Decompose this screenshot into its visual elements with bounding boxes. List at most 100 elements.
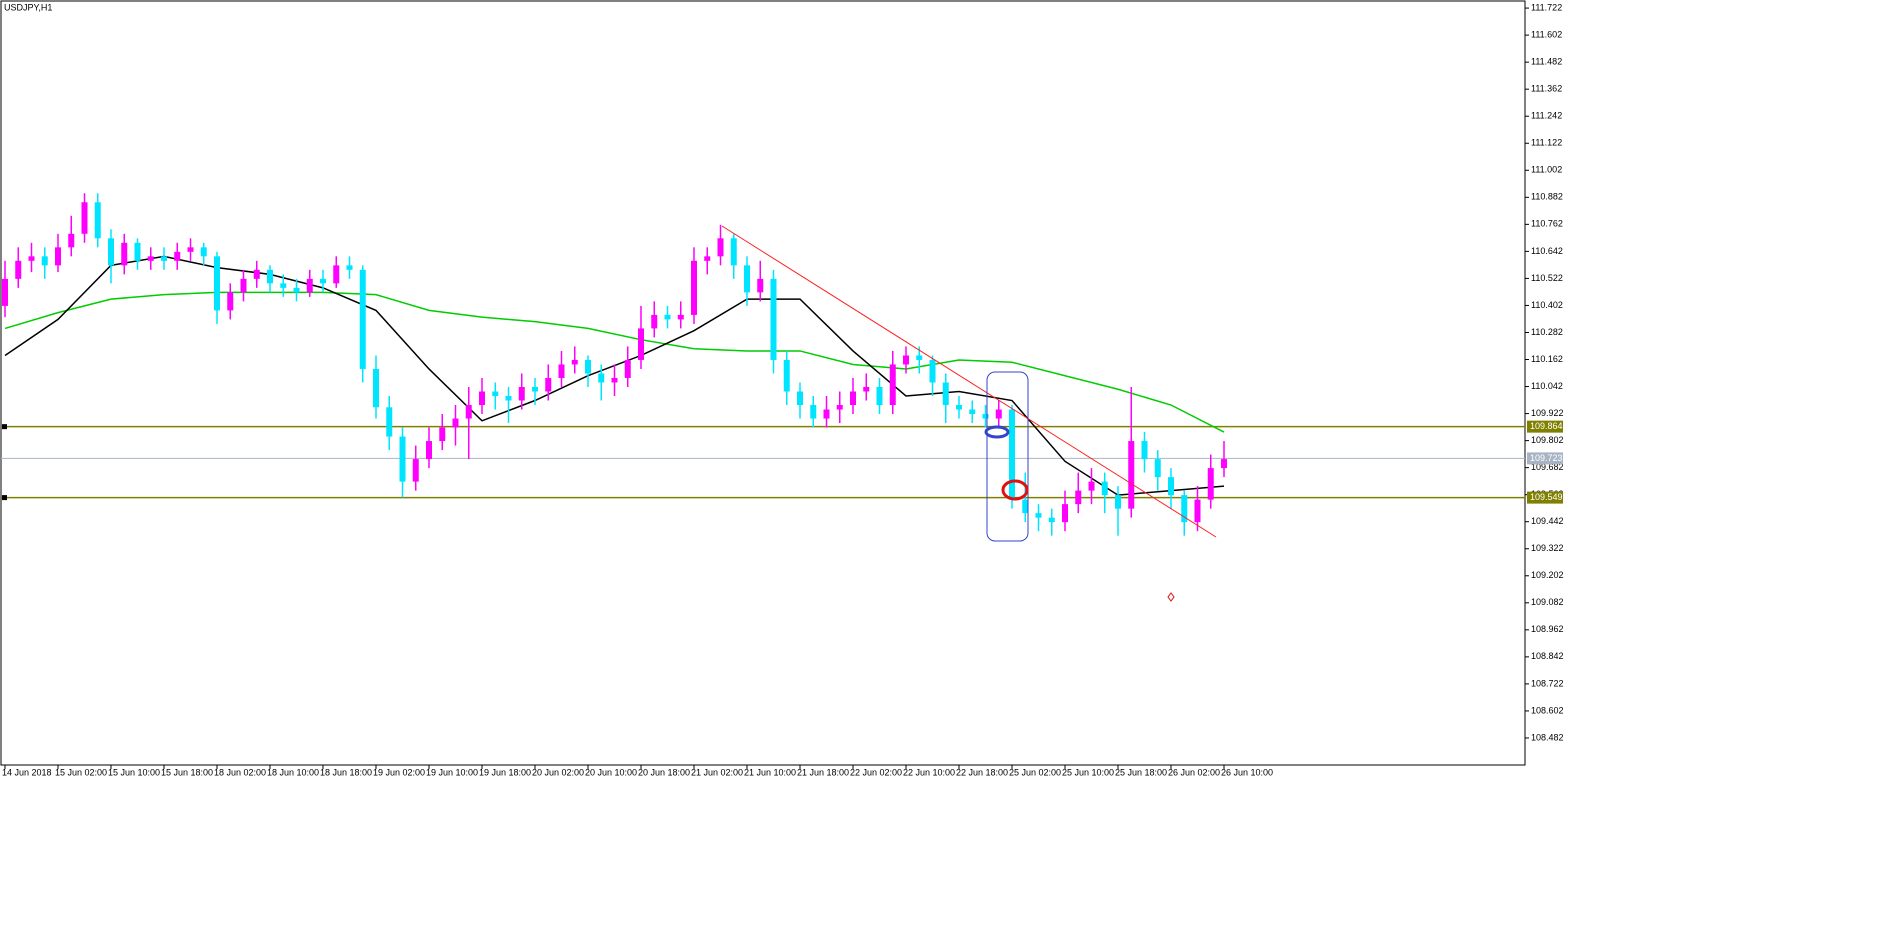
candle-body: [1181, 495, 1188, 523]
candle-body: [28, 256, 35, 261]
y-tick-label: 111.482: [1531, 57, 1562, 67]
candle-body: [452, 418, 459, 428]
x-tick-label: 20 Jun 02:00: [532, 767, 584, 777]
candle-body: [346, 265, 353, 270]
candle-body: [1062, 504, 1068, 523]
price-label-box: [1527, 420, 1563, 433]
candle-body: [147, 256, 154, 261]
x-tick-label: 18 Jun 18:00: [320, 767, 372, 777]
candle-body: [850, 391, 856, 406]
x-tick-label: 15 Jun 18:00: [161, 767, 213, 777]
candle-body: [1168, 477, 1174, 496]
candle-body: [956, 405, 962, 410]
x-tick-label: 26 Jun 02:00: [1168, 767, 1220, 777]
y-tick-label: 109.922: [1531, 408, 1564, 418]
candle-body: [518, 386, 525, 401]
y-tick-label: 108.842: [1531, 651, 1564, 661]
candle-body: [704, 256, 711, 261]
candle-body: [227, 292, 234, 311]
candle-body: [823, 409, 830, 419]
candle-body: [1141, 441, 1148, 460]
y-tick-label: 108.602: [1531, 705, 1564, 715]
moving-average: [4, 291, 1225, 433]
candle-body: [505, 396, 512, 401]
y-tick-label: 111.002: [1531, 165, 1562, 175]
candle-body: [240, 278, 247, 293]
candle-body: [1154, 459, 1161, 478]
candle-body: [783, 359, 790, 392]
y-tick-label: 110.522: [1531, 273, 1563, 283]
candle-body: [598, 373, 605, 383]
line-handle: [2, 495, 7, 501]
candle-body: [426, 441, 432, 460]
candle-body: [969, 409, 976, 415]
candle-body: [1207, 468, 1214, 500]
candle-body: [929, 359, 936, 383]
y-tick-label: 109.322: [1531, 543, 1564, 553]
candle-body: [386, 407, 393, 437]
candle-body: [1221, 459, 1227, 469]
candle-body: [611, 377, 618, 383]
y-tick-label: 110.162: [1531, 354, 1563, 364]
candle-body: [200, 247, 207, 257]
x-tick-label: 15 Jun 02:00: [55, 767, 107, 777]
candle-body: [677, 314, 684, 320]
red-marker: [1001, 479, 1029, 501]
x-tick-label: 21 Jun 10:00: [744, 767, 796, 777]
blue-marker: [984, 425, 1010, 439]
candle-body: [744, 265, 750, 293]
y-tick-label: 108.722: [1531, 678, 1564, 688]
x-tick-label: 15 Jun 10:00: [108, 767, 160, 777]
candle-body: [1115, 495, 1121, 509]
candle-body: [651, 314, 658, 329]
candle-body: [585, 359, 591, 374]
candle-body: [55, 247, 61, 266]
candle-body: [1022, 499, 1029, 514]
candle-body: [439, 427, 446, 442]
candle-body: [571, 359, 578, 365]
y-tick-label: 109.082: [1531, 597, 1564, 607]
candle-body: [293, 287, 300, 293]
candle-body: [545, 377, 552, 392]
candle-body: [624, 359, 631, 378]
candle-body: [532, 386, 538, 392]
x-tick-label: 18 Jun 02:00: [214, 767, 266, 777]
y-tick-label: 110.282: [1531, 327, 1563, 337]
x-tick-label: 18 Jun 10:00: [267, 767, 319, 777]
x-tick-label: 14 Jun 2018: [2, 767, 52, 777]
candle-body: [359, 269, 366, 369]
x-tick-label: 22 Jun 10:00: [903, 767, 955, 777]
candle-body: [492, 391, 499, 397]
candle-body: [320, 278, 326, 284]
y-tick-label: 111.242: [1531, 111, 1562, 121]
price-label: 109.549: [1530, 492, 1563, 502]
candle-body: [15, 260, 22, 279]
candle-body: [1048, 517, 1055, 523]
candle-body: [333, 265, 340, 284]
x-tick-label: 20 Jun 18:00: [638, 767, 690, 777]
candle-body: [267, 269, 273, 284]
y-tick-label: 110.642: [1531, 246, 1563, 256]
x-tick-label: 20 Jun 10:00: [585, 767, 637, 777]
candle-body: [836, 405, 843, 410]
candle-body: [121, 242, 128, 266]
candle-body: [757, 278, 764, 293]
chart-title: USDJPY,H1: [4, 2, 52, 12]
candle-body: [1101, 481, 1108, 496]
x-tick-label: 25 Jun 18:00: [1115, 767, 1167, 777]
candle-body: [730, 238, 737, 266]
price-label: 109.723: [1530, 453, 1563, 463]
candle-body: [797, 391, 803, 406]
candle-body: [717, 238, 724, 257]
candle-body: [68, 233, 75, 248]
candle-body: [174, 251, 181, 261]
candle-body: [94, 202, 101, 239]
candle-body: [108, 238, 114, 266]
price-label: 109.864: [1530, 421, 1563, 431]
highlight-box: [986, 371, 1029, 542]
candle-body: [691, 260, 697, 315]
y-tick-label: 110.762: [1531, 219, 1563, 229]
y-tick-label: 111.122: [1531, 138, 1562, 148]
x-tick-label: 21 Jun 02:00: [691, 767, 743, 777]
